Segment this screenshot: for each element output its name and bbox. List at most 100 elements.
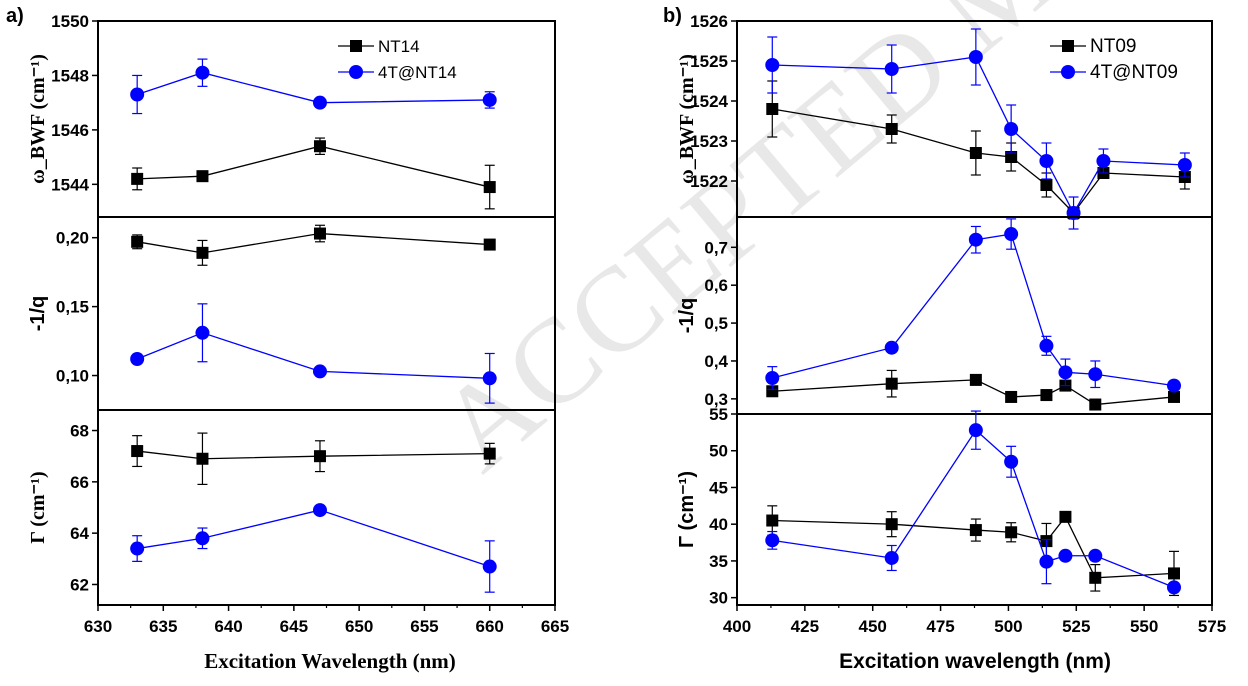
x-tick-label: 655: [410, 617, 438, 636]
data-point-circle: [1004, 454, 1019, 469]
legend-marker-square: [1062, 40, 1074, 52]
y-tick-label: 45: [709, 478, 728, 497]
panel-b-label: b): [663, 5, 682, 27]
data-point-square: [483, 447, 496, 460]
series-line: [772, 56, 1185, 215]
y-axis-label: ω_BWF (cm⁻¹): [27, 54, 49, 184]
data-point-square: [483, 181, 496, 194]
legend-marker-square: [350, 40, 362, 52]
data-point-square: [885, 377, 898, 390]
x-tick-label: 665: [541, 617, 569, 636]
series-line: [772, 233, 1175, 387]
data-point-circle: [1167, 378, 1181, 393]
panel-a-xlabel: Excitation Wavelength (nm): [204, 649, 456, 673]
x-tick-label: 575: [1198, 617, 1226, 636]
y-tick-label: 30: [709, 589, 728, 608]
x-tick-label: 635: [149, 617, 177, 636]
data-point-circle: [312, 95, 327, 110]
data-point-square: [131, 445, 144, 458]
y-tick-label: 0,6: [704, 276, 728, 295]
data-point-circle: [482, 371, 497, 386]
data-point-circle: [195, 531, 210, 546]
y-tick-label: 1548: [51, 66, 89, 85]
data-point-circle: [1039, 338, 1054, 353]
data-point-circle: [482, 559, 497, 574]
x-tick-label: 450: [859, 617, 887, 636]
data-point-circle: [1088, 367, 1103, 382]
data-point-circle: [312, 364, 327, 379]
series-line: [137, 450, 490, 460]
data-point-circle: [765, 371, 780, 386]
y-tick-label: 0,7: [704, 238, 728, 257]
legend-label: NT09: [1090, 36, 1136, 57]
data-point-circle: [968, 50, 983, 64]
data-point-square: [1040, 179, 1053, 191]
y-tick-label: 68: [70, 422, 89, 441]
x-tick-label: 630: [84, 617, 112, 636]
series-line: [136, 332, 490, 379]
y-tick-label: 0,3: [704, 390, 728, 409]
data-point-square: [313, 140, 326, 153]
y-tick-label: 0,5: [704, 314, 728, 333]
series-line: [136, 72, 490, 104]
legend-marker-circle: [1061, 65, 1075, 79]
data-point-square: [131, 235, 144, 248]
data-point-circle: [195, 325, 210, 340]
data-point-square: [196, 452, 209, 465]
y-tick-label: 0,15: [56, 298, 89, 317]
data-point-square: [766, 514, 779, 527]
legend-label: 4T@NT14: [378, 63, 457, 82]
data-point-square: [1089, 398, 1102, 411]
data-point-circle: [884, 340, 899, 355]
data-point-square: [483, 238, 496, 251]
y-tick-label: 1526: [690, 12, 728, 31]
data-point-square: [313, 227, 326, 240]
x-tick-label: 525: [1062, 617, 1090, 636]
y-tick-label: 1522: [690, 172, 728, 191]
panel-b: b) Excitation wavelength (nm) 400 425 450 4…: [663, 5, 1226, 673]
y-tick-label: 50: [709, 442, 728, 461]
data-point-circle: [1096, 154, 1111, 168]
x-tick-label: 500: [994, 617, 1022, 636]
data-point-circle: [1177, 158, 1192, 172]
data-point-circle: [130, 351, 145, 366]
data-point-circle: [765, 58, 780, 72]
x-tick-label: 660: [476, 617, 504, 636]
y-axis-label: Γ (cm⁻¹): [27, 471, 49, 543]
data-point-square: [131, 172, 144, 185]
y-tick-label: 64: [70, 524, 89, 543]
x-tick-label: 645: [280, 617, 308, 636]
y-tick-label: 1550: [51, 12, 89, 31]
data-point-circle: [1088, 548, 1103, 563]
y-tick-label: 1524: [690, 92, 728, 111]
y-tick-label: 35: [709, 552, 728, 571]
series-line: [772, 429, 1175, 588]
data-point-square: [969, 147, 982, 159]
y-axis-label: Γ (cm⁻¹): [676, 471, 698, 548]
data-point-square: [969, 373, 982, 386]
data-point-square: [196, 170, 209, 183]
series-line: [137, 232, 490, 254]
data-point-circle: [482, 92, 497, 107]
y-axis-label: -1/q: [27, 296, 49, 332]
data-point-square: [1059, 510, 1072, 523]
y-tick-label: 0,20: [56, 229, 89, 248]
data-point-square: [1040, 389, 1053, 402]
y-tick-label: 40: [709, 515, 728, 534]
data-point-circle: [968, 423, 983, 438]
data-point-circle: [195, 65, 210, 80]
x-tick-label: 425: [791, 617, 819, 636]
y-tick-label: 1525: [690, 52, 728, 71]
data-point-square: [766, 385, 779, 398]
data-point-square: [313, 450, 326, 463]
data-point-circle: [1058, 548, 1073, 563]
x-tick-label: 475: [926, 617, 954, 636]
y-tick-label: 66: [70, 473, 89, 492]
panel-a-label: a): [6, 5, 24, 27]
data-point-circle: [765, 533, 780, 548]
data-point-circle: [1167, 580, 1181, 595]
y-tick-label: 1544: [51, 175, 89, 194]
series-line: [772, 515, 1175, 579]
y-tick-label: 0,4: [704, 352, 728, 371]
series-line: [772, 108, 1185, 215]
